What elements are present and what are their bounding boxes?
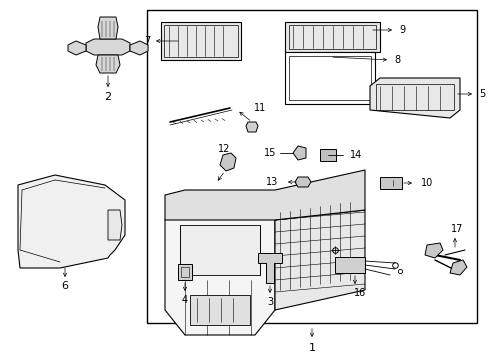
- Bar: [319, 149, 335, 161]
- Text: 10: 10: [420, 178, 432, 188]
- Polygon shape: [108, 210, 122, 240]
- Text: 5: 5: [478, 89, 484, 99]
- Bar: [161, 22, 241, 60]
- Polygon shape: [96, 55, 120, 73]
- Bar: [147, 10, 476, 323]
- Polygon shape: [164, 195, 274, 335]
- Bar: [285, 22, 379, 52]
- Bar: [285, 52, 374, 104]
- Bar: [190, 295, 249, 325]
- Polygon shape: [274, 210, 364, 310]
- Text: 6: 6: [61, 281, 68, 291]
- Polygon shape: [258, 253, 282, 283]
- Polygon shape: [245, 122, 258, 132]
- Bar: [180, 225, 260, 275]
- Polygon shape: [130, 41, 148, 55]
- Bar: [288, 25, 375, 49]
- Bar: [375, 84, 453, 110]
- Text: 9: 9: [398, 25, 404, 35]
- Text: 17: 17: [450, 224, 462, 234]
- Bar: [181, 267, 189, 277]
- Bar: [163, 25, 238, 57]
- Bar: [178, 264, 192, 280]
- Bar: [148, 11, 475, 322]
- Text: 3: 3: [266, 297, 272, 307]
- Polygon shape: [98, 17, 118, 39]
- Polygon shape: [18, 175, 125, 268]
- Text: 4: 4: [182, 295, 188, 305]
- Polygon shape: [68, 41, 86, 55]
- Polygon shape: [369, 78, 459, 118]
- Text: 15: 15: [263, 148, 275, 158]
- Bar: [334, 257, 364, 273]
- Polygon shape: [424, 243, 442, 258]
- Text: 2: 2: [104, 92, 111, 102]
- Polygon shape: [220, 153, 236, 171]
- Text: 12: 12: [217, 144, 230, 154]
- Text: 1: 1: [308, 343, 315, 353]
- Polygon shape: [86, 39, 130, 55]
- Polygon shape: [449, 260, 466, 275]
- Bar: [379, 177, 401, 189]
- Text: 8: 8: [393, 55, 399, 65]
- Polygon shape: [292, 146, 305, 160]
- Polygon shape: [294, 177, 310, 187]
- Bar: [288, 56, 370, 100]
- Text: 11: 11: [253, 103, 265, 113]
- Text: 7: 7: [143, 36, 150, 46]
- Text: 13: 13: [265, 177, 278, 187]
- Text: 14: 14: [349, 150, 362, 160]
- Polygon shape: [164, 170, 364, 220]
- Text: 16: 16: [353, 288, 366, 298]
